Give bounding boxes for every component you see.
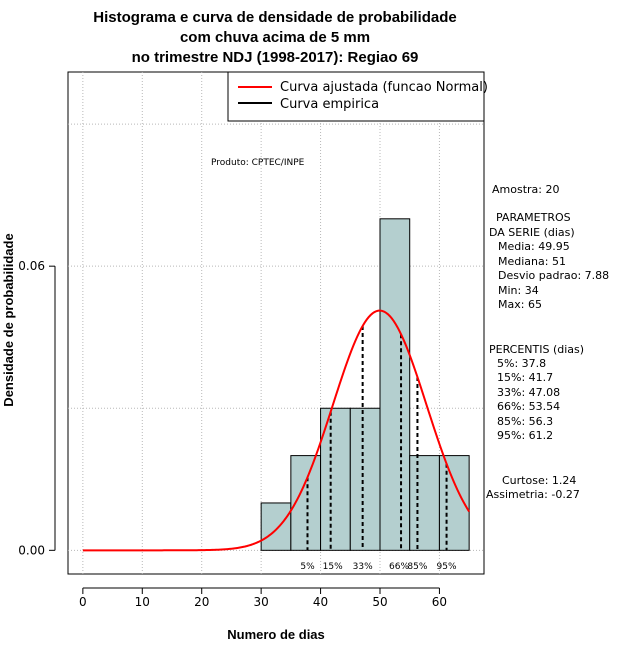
stat-assimetria: Assimetria: -0.27 [486, 488, 580, 501]
stats-panel: Amostra: 20 PARAMETROS DA SERIE (dias) M… [486, 183, 609, 501]
normal-curve [82, 309, 470, 552]
y-axis: 0.00 0.06 [18, 259, 56, 557]
stat-p95: 95%: 61.2 [497, 429, 553, 442]
y-tick-label: 0.06 [18, 259, 45, 273]
bars-layer [260, 218, 470, 551]
curve-layer [82, 309, 470, 552]
percentile-label: 5% [300, 562, 315, 572]
percentile-label: 66% [389, 562, 409, 572]
histogram-bar [320, 407, 351, 551]
stat-params-header-2: DA SERIE (dias) [489, 226, 575, 239]
chart-title-line-3: no trimestre NDJ (1998-2017): Regiao 69 [132, 49, 419, 66]
x-tick-label: 40 [313, 595, 328, 609]
x-tick-label: 10 [135, 595, 150, 609]
legend-box [227, 71, 485, 122]
x-axis: 0 10 20 30 40 50 60 [79, 587, 447, 609]
x-tick-label: 60 [432, 595, 447, 609]
stat-max: Max: 65 [498, 298, 542, 311]
y-axis-title: Densidade de probabilidade [1, 233, 16, 406]
percentile-label: 33% [353, 562, 373, 572]
chart-title-line-1: Histograma e curva de densidade de proba… [93, 9, 456, 26]
stat-p66: 66%: 53.54 [497, 400, 560, 413]
stat-params-header-1: PARAMETROS [496, 211, 571, 224]
x-axis-title: Numero de dias [227, 627, 325, 642]
x-tick-label: 0 [79, 595, 87, 609]
x-tick-label: 50 [372, 595, 387, 609]
percentile-label: 95% [437, 562, 457, 572]
histogram-bar [379, 218, 411, 551]
percentile-label: 15% [323, 562, 343, 572]
histogram-bar [349, 407, 381, 551]
stat-p5: 5%: 37.8 [497, 357, 546, 370]
stat-p33: 33%: 47.08 [497, 386, 560, 399]
stat-mediana: Mediana: 51 [498, 255, 566, 268]
stat-p15: 15%: 41.7 [497, 371, 553, 384]
stat-percentis-header: PERCENTIS (dias) [489, 343, 584, 356]
credit-text: Produto: CPTEC/INPE [211, 158, 305, 168]
x-tick-label: 30 [254, 595, 269, 609]
stat-curtose: Curtose: 1.24 [502, 474, 576, 487]
stat-min: Min: 34 [498, 284, 539, 297]
histogram-bar [260, 502, 292, 551]
x-tick-label: 20 [194, 595, 209, 609]
chart-title-line-2: com chuva acima de 5 mm [180, 29, 370, 46]
legend-label-empirical: Curva empirica [280, 97, 379, 112]
percentile-label: 85% [407, 562, 427, 572]
stat-desvio: Desvio padrao: 7.88 [498, 269, 609, 282]
histogram-bar [409, 455, 440, 551]
legend: Curva ajustada (funcao Normal) Curva emp… [227, 71, 488, 122]
stat-media: Media: 49.95 [498, 240, 570, 253]
legend-label-normal: Curva ajustada (funcao Normal) [280, 80, 488, 95]
stat-p85: 85%: 56.3 [497, 415, 553, 428]
percentile-lines-layer: 5% 15% 33% 66%85% 95% [300, 325, 457, 572]
stat-sample: Amostra: 20 [492, 183, 559, 196]
y-tick-label: 0.00 [18, 543, 45, 557]
